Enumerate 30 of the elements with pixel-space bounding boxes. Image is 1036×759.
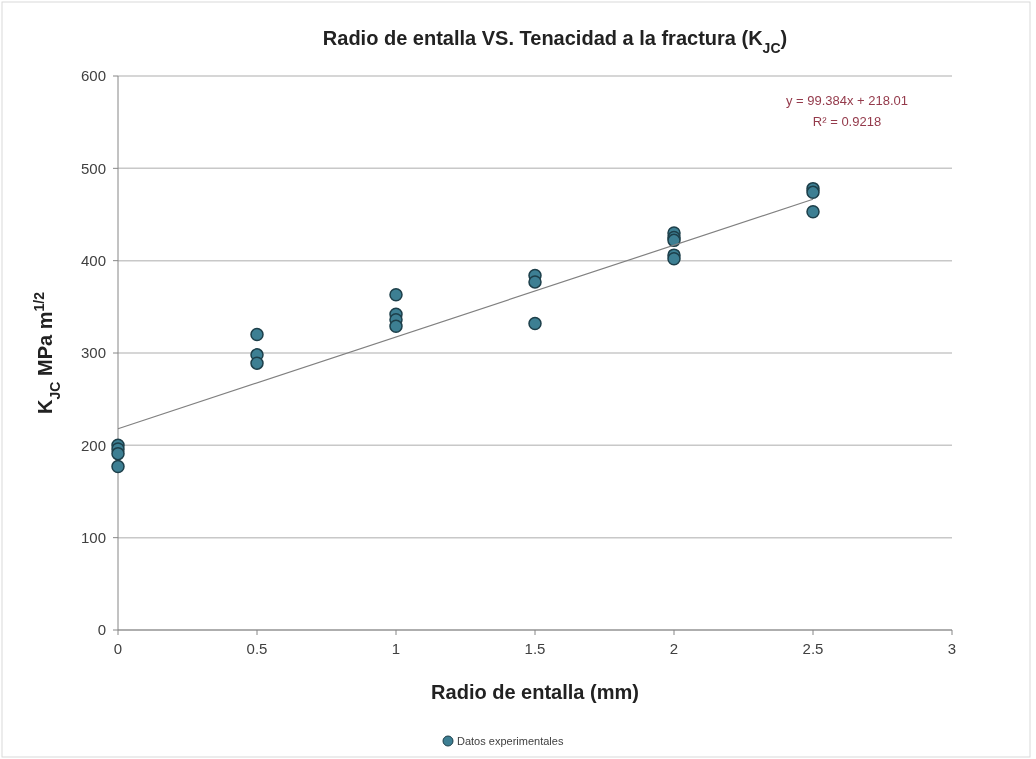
point — [389, 288, 403, 302]
y-tick-label: 300 — [80, 344, 106, 362]
x-tick-label: 2 — [669, 640, 679, 657]
chart-title: Radio de entalla VS. Tenacidad a la fractura (K$_{JC}$) — [322, 27, 788, 56]
y-tick-label: 600 — [80, 67, 106, 85]
x-tick-label: 2.5 — [802, 640, 824, 657]
point — [667, 252, 681, 266]
x-tick-label: 3 — [947, 640, 957, 657]
point — [528, 275, 542, 289]
x-axis-title: Radio de entalla (mm) — [431, 681, 639, 703]
y-tick-label: 0 — [97, 621, 106, 639]
point — [111, 459, 125, 474]
point — [250, 327, 264, 342]
point — [389, 319, 403, 333]
x-tick-label: 1.5 — [524, 640, 546, 657]
annotation: R² = 0.9218 — [812, 114, 882, 129]
legend-label: Datos experimentales — [457, 734, 564, 747]
x-tick-label: 0.5 — [246, 640, 268, 657]
y-tick-label: 100 — [80, 528, 106, 546]
point — [806, 204, 820, 219]
point — [806, 185, 820, 200]
point — [111, 446, 125, 461]
x-tick-label: 1 — [391, 640, 401, 657]
y-tick-label: 500 — [80, 159, 106, 177]
point — [250, 356, 264, 370]
y-tick-label: 200 — [80, 436, 106, 454]
point — [528, 316, 542, 331]
y-tick-label: 400 — [80, 251, 106, 269]
x-tick-label: 0 — [113, 640, 123, 657]
annotation: y = 99.384x + 218.01 — [785, 93, 909, 108]
